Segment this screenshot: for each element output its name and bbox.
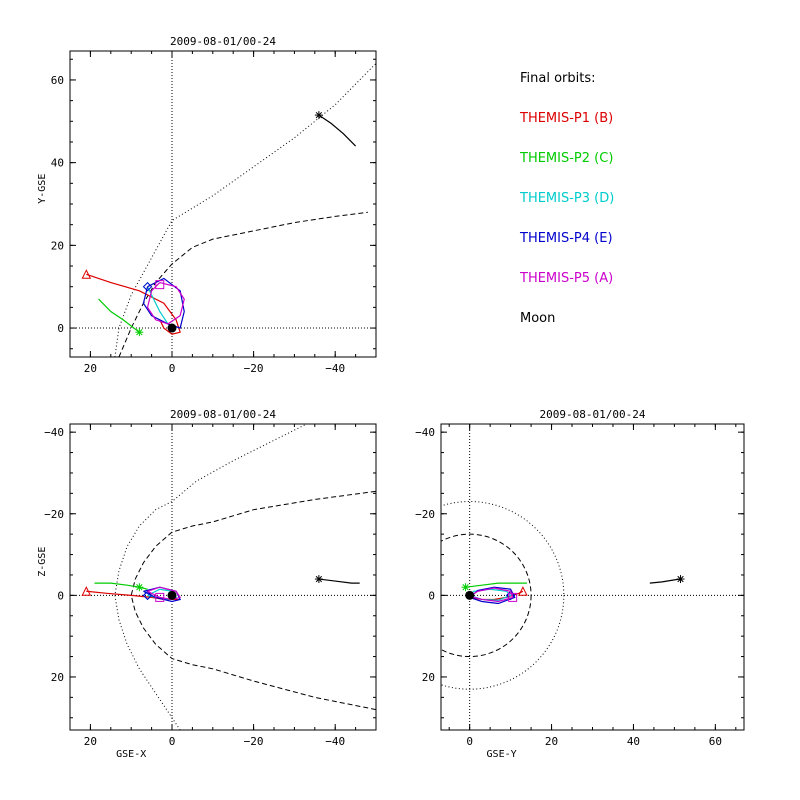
marker-themis-p5-a [155, 280, 165, 290]
earth-marker [167, 323, 177, 333]
legend-item: THEMIS-P4 (E) [519, 231, 613, 246]
orbit-moon [649, 578, 681, 584]
marker-themis-p1-b [518, 586, 528, 596]
xy-orbit-panel: 2009-08-01/00-24 20 0 −20 −40 0 20 40 60 Y-GSE [37, 35, 377, 375]
y-tick-label: 0 [57, 589, 64, 602]
panel-title: 2009-08-01/00-24 [170, 408, 276, 421]
orbit-themis-p2-c [98, 298, 140, 333]
legend-item: Moon [520, 311, 555, 326]
marker-themis-p5-a [155, 592, 165, 602]
x-axis-label: GSE-Y [487, 749, 517, 760]
plot-frame [69, 423, 377, 731]
plot-area [441, 424, 744, 730]
plot-area [70, 424, 376, 730]
x-tick-label: −20 [244, 735, 264, 748]
orbit-themis-p5-a [146, 281, 185, 325]
bow-shock-boundary [114, 63, 376, 357]
marker-moon [314, 575, 323, 584]
yz-orbit-panel: 2009-08-01/00-24 0 20 40 60 20 0 −20 −40 GSE-Y [415, 408, 745, 760]
marker-themis-p2-c [461, 583, 470, 592]
x-tick-label: 60 [709, 735, 722, 748]
y-tick-label: −40 [44, 426, 64, 439]
x-tick-label: 20 [84, 735, 97, 748]
marker-themis-p1-b [81, 269, 92, 279]
x-tick-label: 0 [169, 735, 176, 748]
x-tick-label: 20 [84, 362, 97, 375]
legend-item: THEMIS-P1 (B) [519, 111, 613, 126]
y-tick-label: 40 [51, 157, 64, 170]
marker-moon [314, 111, 323, 120]
y-tick-label: 20 [51, 671, 64, 684]
orbit-themis-p5-a [469, 587, 514, 603]
xz-orbit-panel: 2009-08-01/00-24 20 0 −20 −40 20 0 −20 −40 GSE-X Z… [37, 408, 377, 760]
y-tick-label: 20 [422, 671, 435, 684]
x-tick-label: 0 [466, 735, 473, 748]
earth-marker [167, 590, 177, 600]
orbit-moon [318, 578, 360, 584]
marker-themis-p2-c [135, 583, 144, 592]
y-tick-label: 60 [51, 74, 64, 87]
x-tick-label: −20 [244, 362, 264, 375]
marker-themis-p4-e [142, 281, 153, 292]
x-tick-label: 40 [627, 735, 640, 748]
marker-moon [676, 575, 685, 584]
x-tick-label: −40 [325, 735, 345, 748]
panel-title: 2009-08-01/00-24 [170, 35, 276, 48]
legend-item: THEMIS-P3 (D) [519, 191, 614, 206]
y-tick-label: 0 [57, 322, 64, 335]
marker-themis-p1-b [81, 586, 92, 596]
y-tick-label: −40 [415, 426, 435, 439]
bow-shock-boundary [441, 501, 565, 690]
plot-frame [69, 50, 377, 358]
panel-title: 2009-08-01/00-24 [540, 408, 646, 421]
marker-themis-p2-c [135, 328, 144, 337]
y-tick-label: −20 [415, 508, 435, 521]
orbit-themis-p2-c [94, 582, 148, 590]
x-tick-label: −40 [325, 362, 345, 375]
orbit-moon [318, 114, 357, 147]
plot-frame [440, 423, 745, 731]
magnetopause-boundary [118, 211, 368, 357]
orbit-legend: Final orbits: THEMIS-P1 (B) THEMIS-P2 (C)… [519, 71, 614, 326]
marker-themis-p5-a [508, 592, 518, 602]
magnetopause-boundary [130, 490, 376, 711]
y-tick-label: 20 [51, 239, 64, 252]
y-axis-label: Z-GSE [37, 547, 48, 577]
x-axis-label: GSE-X [116, 749, 146, 760]
legend-heading: Final orbits: [520, 71, 596, 86]
orbit-themis-p2-c [465, 582, 527, 588]
magnetopause-boundary [441, 533, 532, 658]
x-tick-label: 20 [545, 735, 558, 748]
marker-themis-p4-e [505, 590, 516, 601]
earth-marker [465, 590, 475, 600]
legend-item: THEMIS-P2 (C) [519, 151, 613, 166]
marker-themis-p4-e [142, 590, 153, 601]
y-axis-label: Y-GSE [37, 174, 48, 204]
bow-shock-boundary [114, 424, 307, 730]
orbit-themis-p4-e [142, 277, 185, 329]
y-tick-label: 0 [428, 589, 435, 602]
orbit-themis-p5-a [147, 586, 182, 601]
x-tick-label: 0 [169, 362, 176, 375]
legend-item: THEMIS-P5 (A) [519, 271, 613, 286]
orbit-themis-p1-b [86, 273, 181, 335]
plot-area [70, 51, 376, 357]
y-tick-label: −20 [44, 508, 64, 521]
